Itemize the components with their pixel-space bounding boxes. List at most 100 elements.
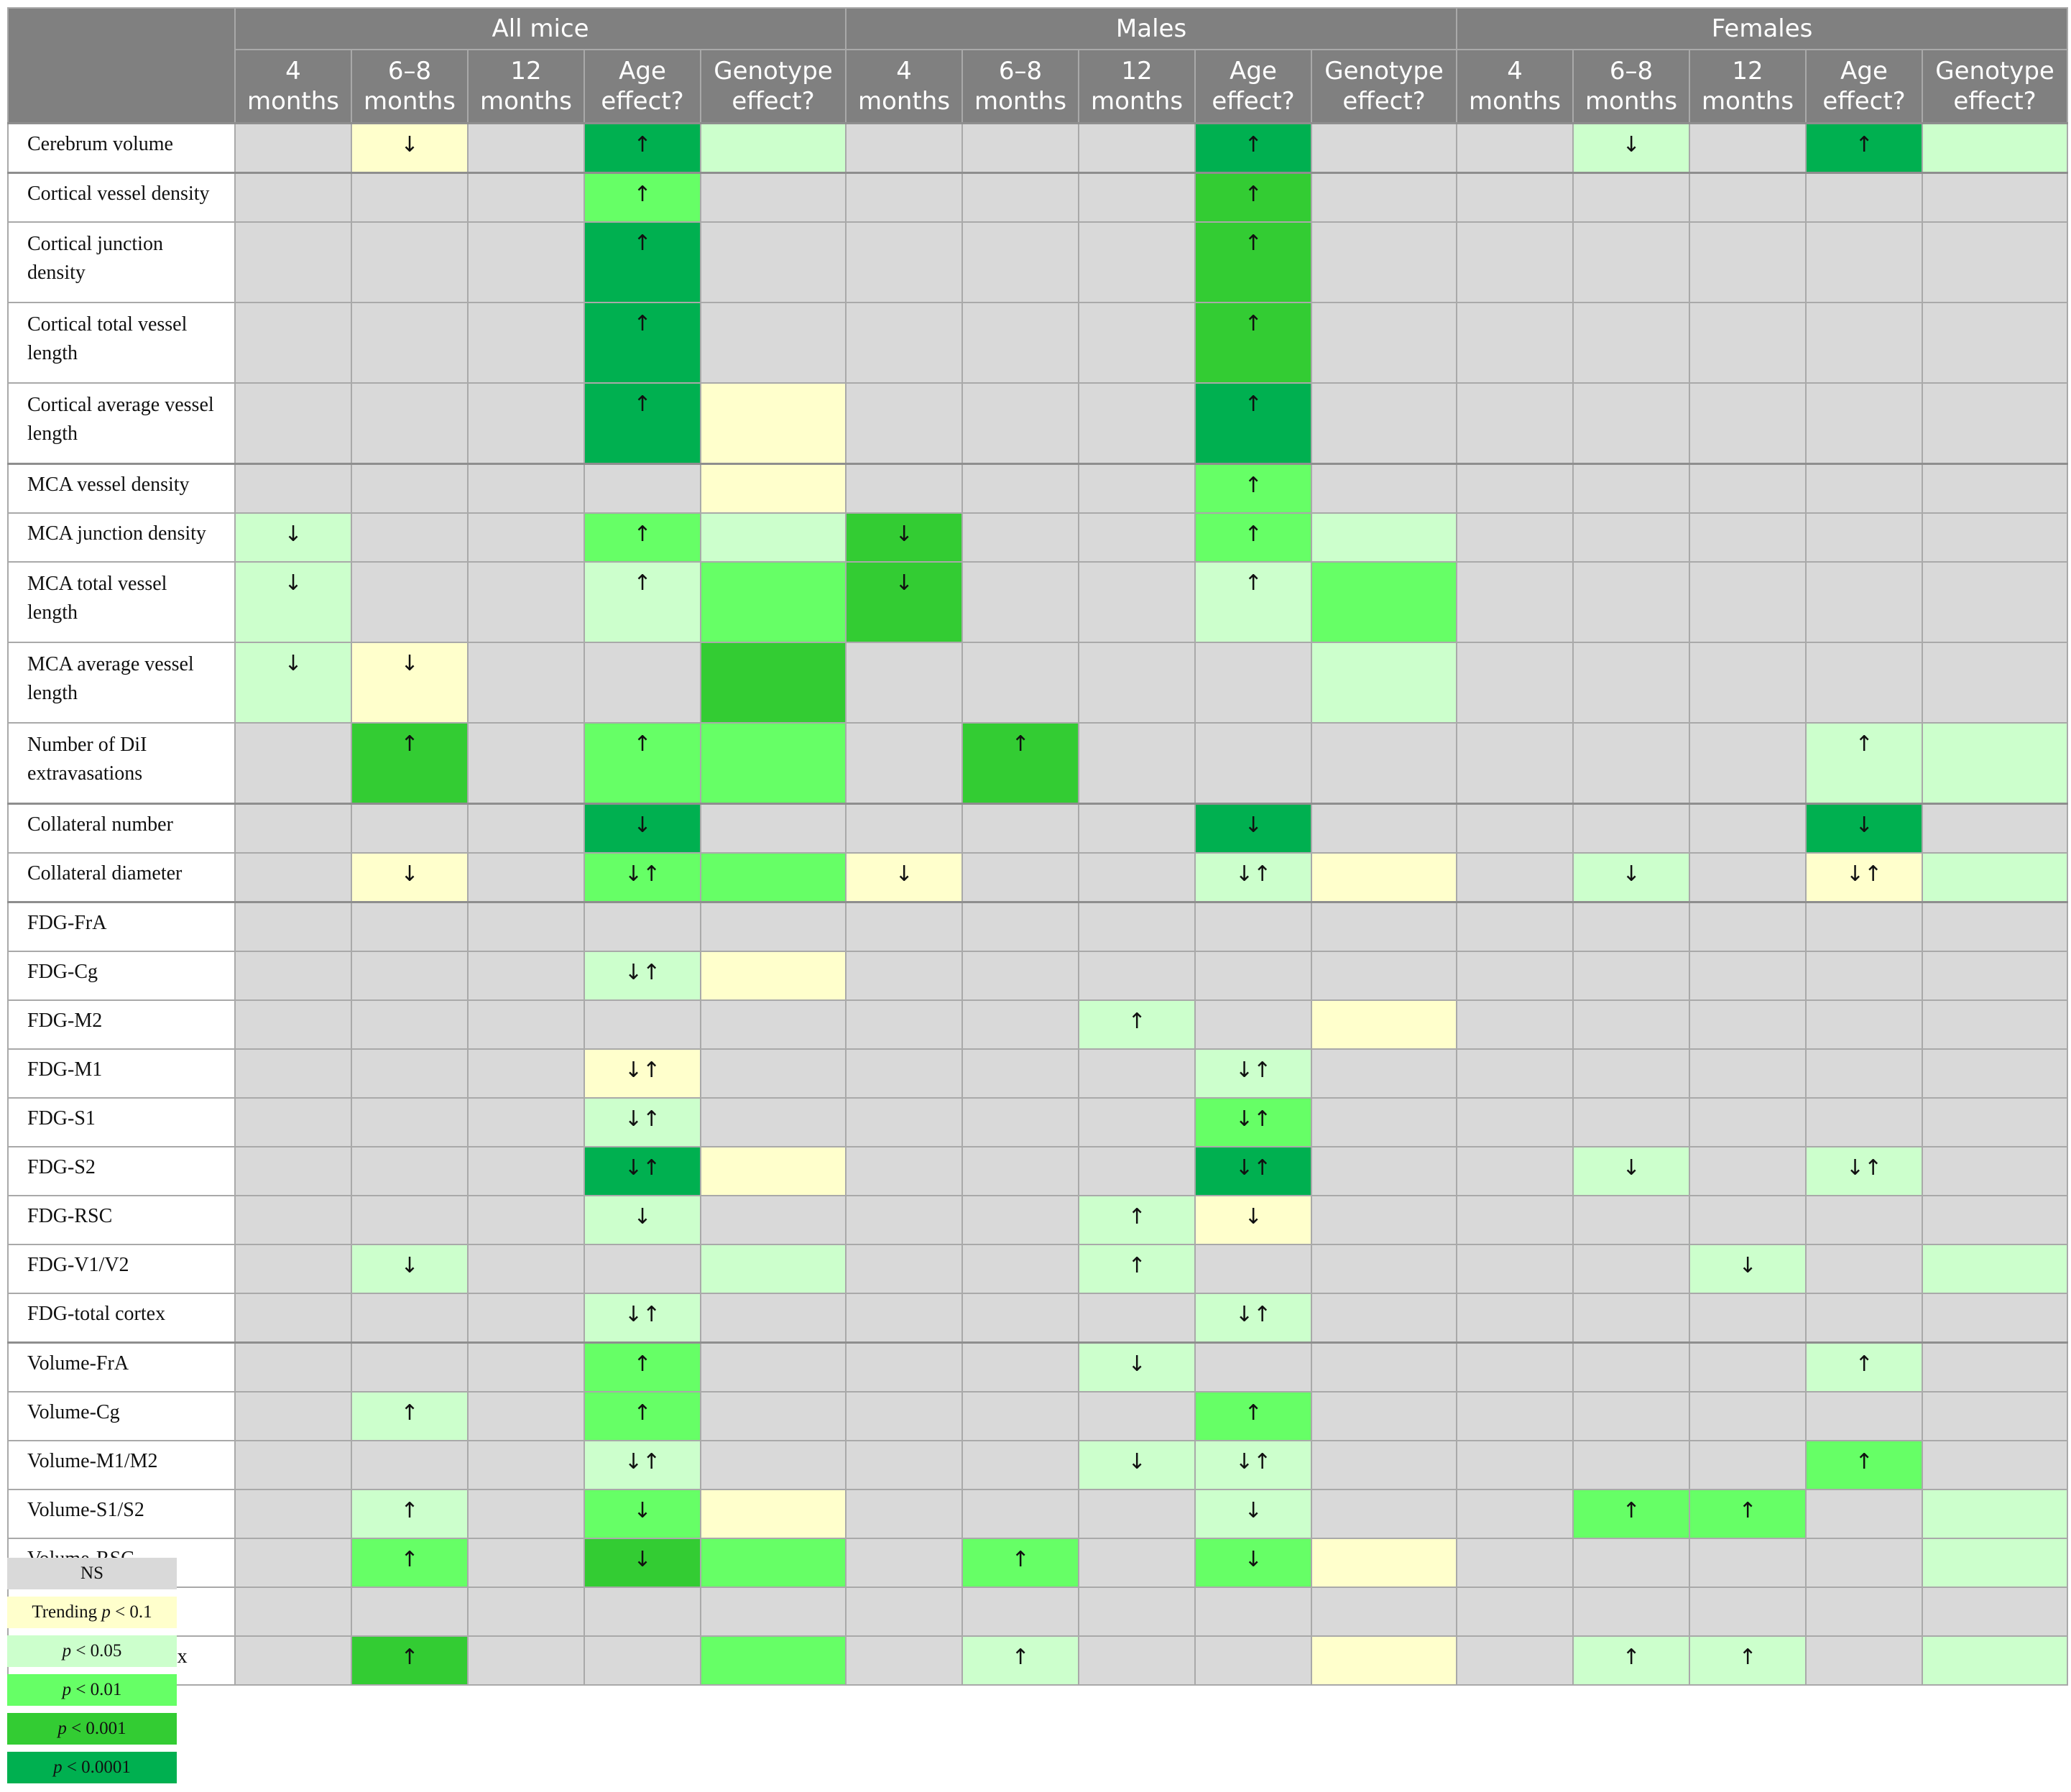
result-cell — [1922, 1489, 2069, 1539]
result-cell: ↑ — [584, 302, 701, 384]
result-cell — [1078, 1097, 1196, 1147]
column-header: 6–8 months — [351, 49, 469, 124]
group-header-row: All mice Males Females — [7, 7, 2069, 124]
result-cell — [467, 172, 585, 223]
result-cell — [1805, 463, 1924, 514]
result-cell — [1805, 1244, 1924, 1294]
result-cell: ↓ — [351, 1244, 469, 1294]
group-header: Males — [845, 7, 1458, 50]
result-cell — [234, 1048, 352, 1099]
result-cell — [1078, 382, 1196, 465]
result-cell: ↓ — [1194, 1195, 1313, 1245]
result-cell: ↑ — [584, 561, 701, 643]
result-cell — [1456, 1097, 1574, 1147]
result-cell — [1078, 1635, 1196, 1686]
result-cell — [961, 1097, 1080, 1147]
result-cell: ↓ — [1078, 1341, 1196, 1393]
result-cell — [467, 1391, 585, 1441]
result-cell — [1689, 901, 1807, 952]
column-header-line: 4 — [896, 57, 912, 86]
result-cell — [234, 1489, 352, 1539]
result-cell — [699, 172, 847, 223]
result-cell: ↑ — [1194, 382, 1313, 465]
result-cell: ↓ — [1689, 1244, 1807, 1294]
result-cell: ↓ — [351, 122, 469, 174]
legend-item: Trending p < 0.1 — [7, 1597, 177, 1628]
result-cell — [1456, 999, 1574, 1050]
result-cell: ↓↑ — [584, 1146, 701, 1196]
result-cell — [1689, 1391, 1807, 1441]
result-cell — [1078, 901, 1196, 952]
result-cell — [845, 1146, 964, 1196]
result-cell — [1311, 1048, 1458, 1099]
result-cell — [1572, 1391, 1691, 1441]
result-cell — [1689, 1146, 1807, 1196]
result-cell — [351, 951, 469, 1001]
result-cell — [1805, 1587, 1924, 1637]
table-row: FDG-M1 ↓↑ ↓↑ — [7, 1048, 2069, 1099]
result-cell — [961, 1048, 1080, 1099]
result-cell — [1078, 642, 1196, 724]
result-cell — [351, 1440, 469, 1490]
result-cell — [699, 1538, 847, 1588]
result-cell — [1689, 1293, 1807, 1344]
result-cell — [1311, 302, 1458, 384]
result-cell: ↓↑ — [1194, 852, 1313, 903]
result-cell — [1805, 382, 1924, 465]
column-header-line: 6–8 — [998, 57, 1043, 86]
result-cell — [845, 463, 964, 514]
table-row: Number of DiI extravasations ↑ ↑ ↑ ↑ — [7, 722, 2069, 805]
legend-item: p < 0.01 — [7, 1674, 177, 1706]
result-cell — [1689, 463, 1807, 514]
column-header: 6–8 months — [961, 49, 1080, 124]
result-cell — [1922, 1244, 2069, 1294]
result-cell — [961, 852, 1080, 903]
result-cell — [234, 1391, 352, 1441]
result-cell — [699, 1635, 847, 1686]
result-cell: ↑ — [1194, 122, 1313, 174]
result-cell — [699, 1391, 847, 1441]
row-label: MCA average vessel length — [7, 642, 236, 724]
result-cell — [845, 999, 964, 1050]
result-cell — [699, 642, 847, 724]
result-cell — [961, 122, 1080, 174]
result-cell — [1922, 1097, 2069, 1147]
result-cell — [467, 1195, 585, 1245]
column-header: 12 months — [1689, 49, 1807, 124]
result-cell — [584, 1587, 701, 1637]
result-cell — [961, 951, 1080, 1001]
result-cell — [1194, 1635, 1313, 1686]
result-cell — [1078, 951, 1196, 1001]
result-cell — [1078, 1293, 1196, 1344]
row-label: Cortical total vessel length — [7, 302, 236, 384]
column-header-line: Genotype — [714, 57, 833, 86]
result-cell — [1456, 382, 1574, 465]
result-cell — [845, 382, 964, 465]
result-cell — [351, 901, 469, 952]
result-cell — [234, 1195, 352, 1245]
result-cell — [467, 901, 585, 952]
result-cell — [1456, 1391, 1574, 1441]
result-cell — [699, 1146, 847, 1196]
result-cell — [234, 1293, 352, 1344]
result-cell — [467, 1635, 585, 1686]
result-cell — [234, 463, 352, 514]
result-cell — [1194, 642, 1313, 724]
result-cell — [1078, 722, 1196, 805]
legend-item: p < 0.05 — [7, 1635, 177, 1667]
column-header-line: 12 — [1121, 57, 1153, 86]
result-cell — [1311, 172, 1458, 223]
result-cell — [845, 1635, 964, 1686]
result-cell: ↑ — [351, 1489, 469, 1539]
result-cell — [467, 1440, 585, 1490]
result-cell — [1922, 803, 2069, 854]
result-cell — [584, 999, 701, 1050]
column-header-line: Genotype — [1324, 57, 1444, 86]
result-cell: ↑ — [584, 1341, 701, 1393]
result-cell — [1922, 901, 2069, 952]
result-cell — [351, 463, 469, 514]
result-cell: ↑ — [1194, 512, 1313, 563]
result-cell — [1922, 1635, 2069, 1686]
result-cell — [1456, 803, 1574, 854]
result-cell: ↑ — [351, 1538, 469, 1588]
